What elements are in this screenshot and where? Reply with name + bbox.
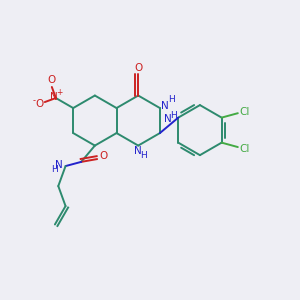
Text: N: N xyxy=(55,160,63,170)
Text: Cl: Cl xyxy=(239,107,250,117)
Text: +: + xyxy=(56,88,63,97)
Text: H: H xyxy=(168,95,175,104)
Text: -: - xyxy=(32,96,35,105)
Text: N: N xyxy=(134,146,142,157)
Text: O: O xyxy=(134,63,142,73)
Text: N: N xyxy=(161,101,169,111)
Text: H: H xyxy=(51,164,58,173)
Text: H: H xyxy=(170,111,177,120)
Text: O: O xyxy=(99,151,107,161)
Text: O: O xyxy=(35,98,44,109)
Text: H: H xyxy=(140,152,147,160)
Text: N: N xyxy=(50,92,57,102)
Text: N: N xyxy=(164,114,172,124)
Text: O: O xyxy=(48,76,56,85)
Text: Cl: Cl xyxy=(239,143,250,154)
